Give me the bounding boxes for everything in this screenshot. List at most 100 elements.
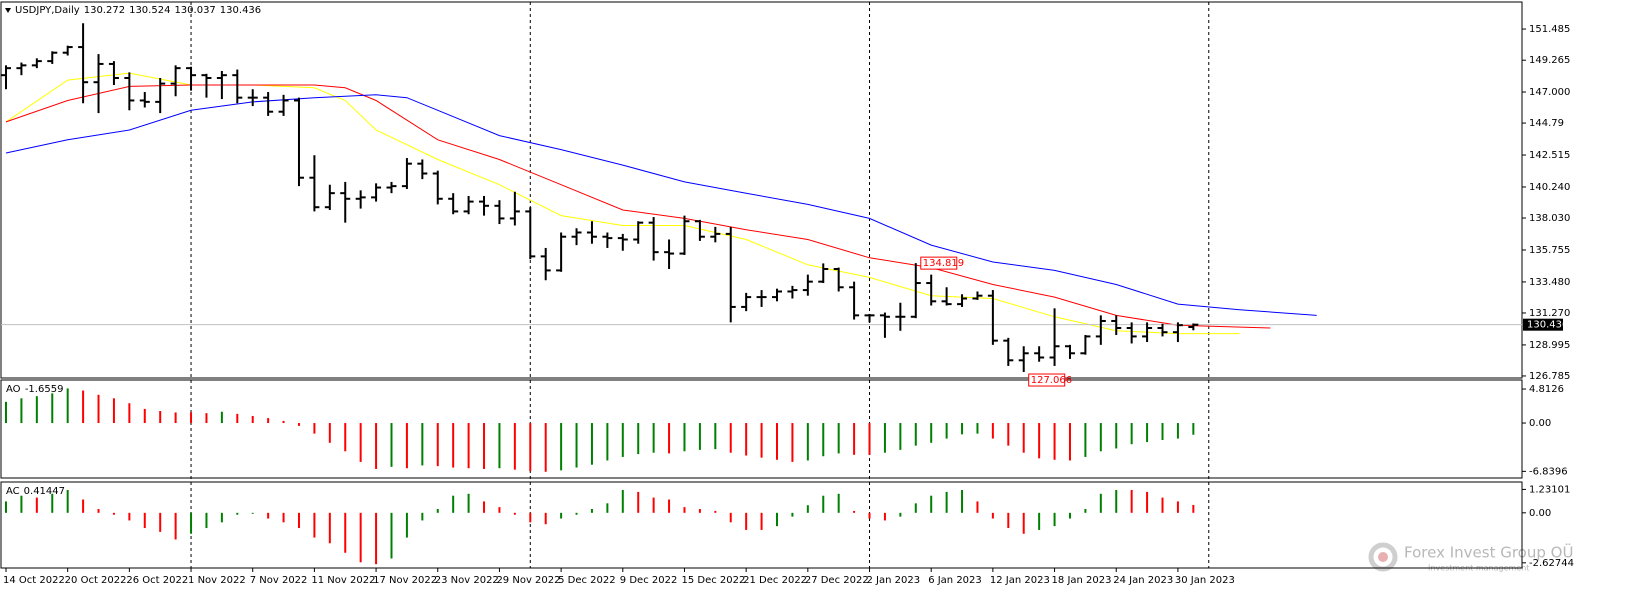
ohlc-bar	[633, 221, 644, 244]
ohlc-bar	[216, 70, 227, 100]
ohlc-bar	[1003, 337, 1014, 366]
menu-triangle[interactable]	[5, 8, 11, 13]
x-tick-label: 1 Nov 2022	[188, 575, 246, 586]
ohlc-bar	[679, 215, 690, 255]
ohlc-bar	[170, 65, 181, 97]
ohlc-bar	[741, 292, 752, 312]
extreme-label-box	[1028, 373, 1066, 387]
ohlc-bar	[972, 291, 983, 300]
ohlc-bar	[987, 290, 998, 345]
ohlc-bar	[201, 73, 212, 98]
ohlc-bar	[293, 97, 304, 187]
ohlc-bar	[371, 183, 382, 202]
ohlc-bar	[818, 263, 829, 284]
ao-panel	[0, 379, 1523, 479]
x-tick-label: 30 Jan 2023	[1175, 575, 1235, 586]
ohlc-bar	[802, 274, 813, 296]
x-tick-label: 5 Dec 2022	[558, 575, 616, 586]
ohlc-bar	[1049, 308, 1060, 366]
x-tick-label: 20 Oct 2022	[65, 575, 127, 586]
ohlc-bar	[479, 195, 490, 216]
ohlc-bar	[879, 312, 890, 338]
price-panel	[0, 1, 1523, 379]
ohlc-bar	[525, 207, 536, 260]
ohlc-bar	[556, 232, 567, 272]
ohlc-bar	[586, 221, 597, 244]
ohlc-bar	[833, 267, 844, 292]
y-tick-label: 138.030	[1529, 213, 1570, 224]
x-tick-label: 29 Nov 2022	[496, 575, 560, 586]
y-tick-label: 0.00	[1529, 508, 1551, 519]
watermark-name: Forex Invest Group OÜ	[1404, 543, 1573, 562]
ac-name: AC	[6, 486, 20, 497]
ohlc-bar	[448, 193, 459, 215]
x-tick-label: 6 Jan 2023	[928, 575, 982, 586]
x-tick-label: 15 Dec 2022	[681, 575, 745, 586]
ohlc-bar	[694, 219, 705, 241]
ohlc-bar	[186, 66, 197, 91]
y-tick-label: 128.995	[1529, 340, 1570, 351]
ohlc-bar	[849, 281, 860, 320]
ohlc-bar	[263, 92, 274, 116]
x-tick-label: 23 Nov 2022	[435, 575, 499, 586]
ohlc-bar	[648, 217, 659, 261]
ohlc-bar	[278, 94, 289, 116]
ohlc-bar	[78, 23, 89, 104]
x-tick-label: 12 Jan 2023	[990, 575, 1050, 586]
y-tick-label: 151.485	[1529, 24, 1570, 35]
ohlc-bar	[247, 89, 258, 107]
ohlc-bar	[463, 195, 474, 215]
y-tick-label: 4.8126	[1529, 384, 1564, 395]
ohlc-bar	[910, 263, 921, 319]
ao-name: AO	[6, 384, 21, 395]
ohlc-bar	[1188, 323, 1199, 331]
ohlc-bar	[386, 181, 397, 194]
low: 130.037	[174, 5, 215, 16]
ac-panel	[0, 481, 1523, 569]
ohlc-bar	[355, 190, 366, 209]
ohlc-bar	[1126, 322, 1137, 344]
ohlc-bar	[16, 62, 27, 76]
extreme-label: 134.819	[923, 258, 964, 269]
ohlc-bar	[926, 274, 937, 306]
ohlc-bar	[617, 233, 628, 251]
ohlc-bar	[494, 200, 505, 225]
y-tick-label: 140.240	[1529, 182, 1570, 193]
x-tick-label: 11 Nov 2022	[311, 575, 375, 586]
ohlc-bar	[432, 170, 443, 205]
x-tick-label: 18 Jan 2023	[1052, 575, 1112, 586]
ohlc-bar	[1034, 346, 1045, 362]
ac-header: AC 0.41447	[6, 486, 65, 497]
x-tick-label: 27 Dec 2022	[805, 575, 869, 586]
x-tick-label: 9 Dec 2022	[620, 575, 678, 586]
ohlc-bar	[957, 294, 968, 307]
x-tick-label: 2 Jan 2023	[867, 575, 921, 586]
ohlc-bar	[725, 226, 736, 323]
ohlc-bar	[139, 92, 150, 108]
ohlc-bar	[756, 290, 767, 307]
ohlc-bar	[710, 226, 721, 243]
high: 130.524	[129, 5, 170, 16]
current-price-label: 130.436	[1527, 320, 1568, 331]
ohlc-bar	[47, 51, 58, 64]
y-tick-label: 147.000	[1529, 87, 1570, 98]
ohlc-bar	[941, 287, 952, 306]
ohlc-bar	[664, 239, 675, 270]
x-tick-label: 17 Nov 2022	[373, 575, 437, 586]
ohlc-bar	[1111, 315, 1122, 336]
ohlc-bar	[864, 313, 875, 323]
x-tick-label: 7 Nov 2022	[250, 575, 308, 586]
extreme-label-box	[920, 256, 958, 270]
ohlc-bar	[309, 155, 320, 212]
ohlc-bar	[232, 69, 243, 104]
ohlc-bar	[155, 77, 166, 114]
watermark-logo-dot	[1378, 552, 1388, 562]
ohlc-bar	[31, 58, 42, 69]
ao-value: -1.6559	[25, 384, 64, 395]
y-tick-label: 126.785	[1529, 371, 1570, 382]
ohlc-bar	[93, 54, 104, 114]
ohlc-bar	[1080, 335, 1091, 355]
extreme-label: 127.066	[1031, 375, 1072, 386]
ohlc-bar	[772, 288, 782, 302]
